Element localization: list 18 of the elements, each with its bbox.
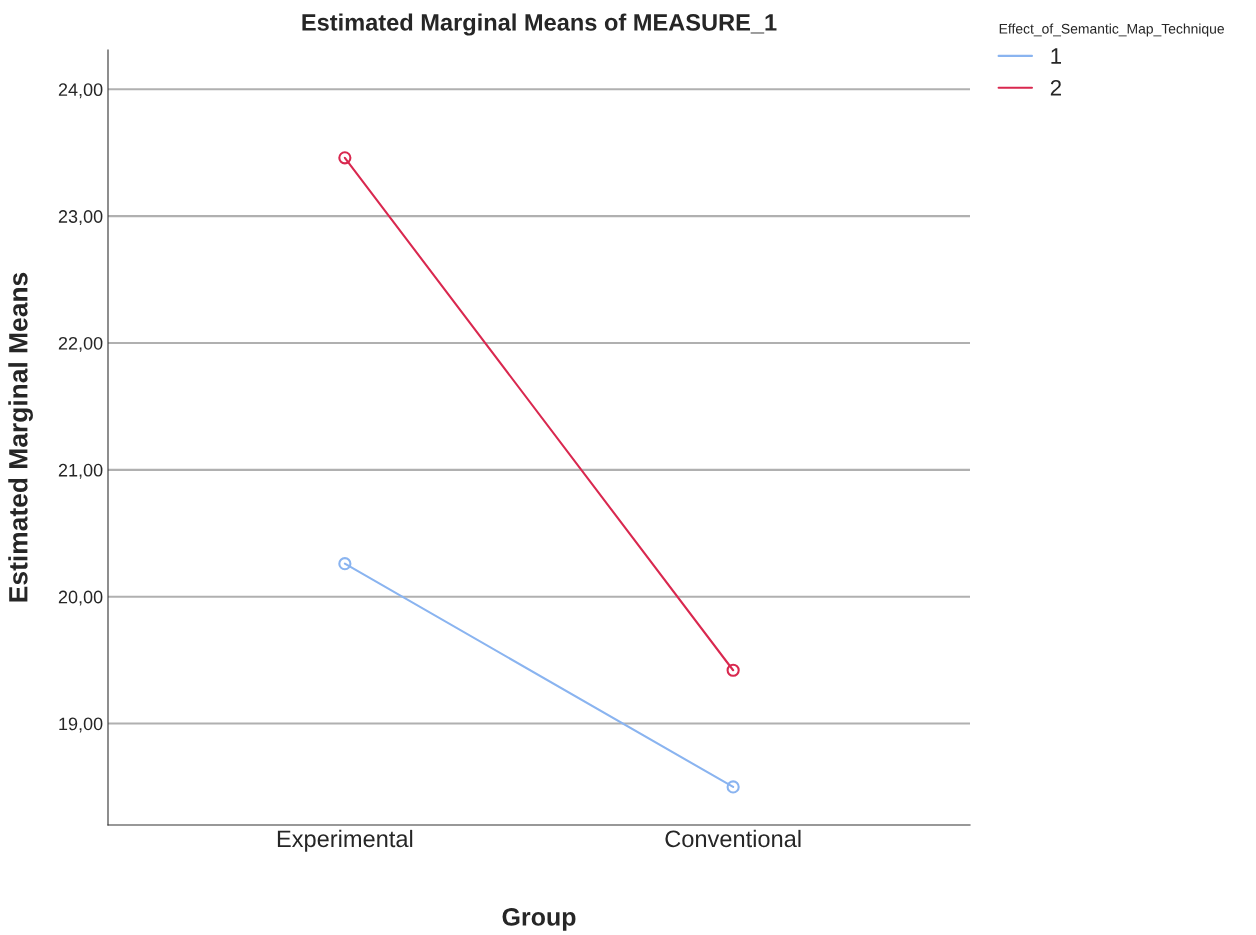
x-axis-title: Group [502, 908, 576, 931]
y-axis-title: Estimated Marginal Means [8, 272, 33, 602]
y-tick-label: 21,00 [58, 463, 103, 479]
point [338, 151, 352, 165]
x-tick-label: Conventional [665, 829, 801, 848]
y-tick-label: 23,00 [58, 210, 103, 226]
y-tick-label: 19,00 [59, 717, 103, 733]
x-tick-label: Experimental [277, 829, 413, 852]
legend-title: Effect_of_Semantic_Map_Technique [999, 23, 1224, 37]
legend-label: 1 [1051, 48, 1062, 64]
y-tick-label: 22,00 [58, 336, 103, 352]
point [338, 557, 352, 571]
y-tick-label: 20,00 [58, 590, 103, 606]
point [726, 780, 740, 794]
legend-label: 2 [1050, 79, 1061, 96]
point [726, 663, 740, 677]
y-tick-label: 24,00 [58, 83, 103, 99]
chart-title: Estimated Marginal Means of MEASURE_1 [302, 13, 777, 36]
